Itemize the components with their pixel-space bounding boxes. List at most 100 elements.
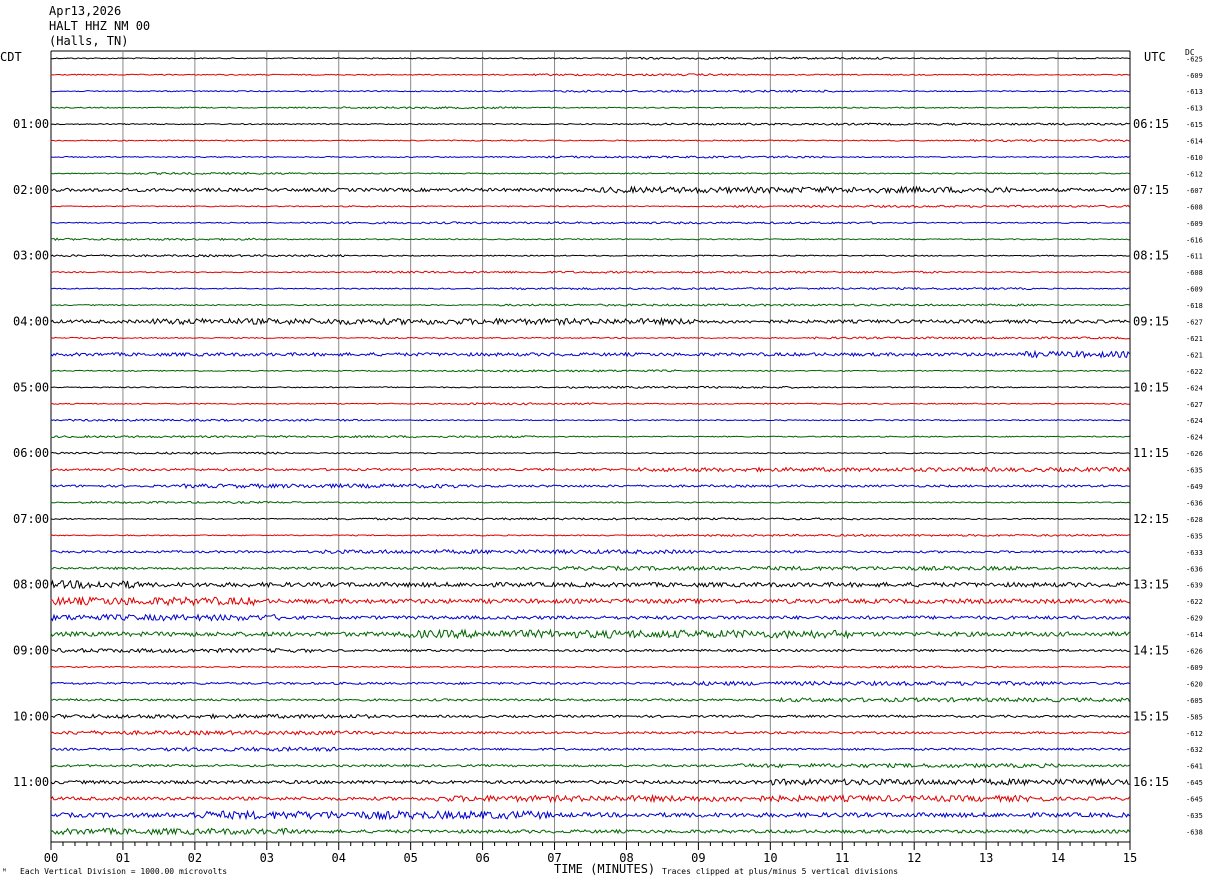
dc-offset-label: -622: [1186, 598, 1203, 606]
x-tick-label: 05: [403, 851, 417, 865]
seismic-trace: [50, 155, 1130, 159]
seismic-trace: [50, 713, 1130, 720]
seismic-trace: [50, 579, 1130, 590]
dc-offset-label: -613: [1186, 105, 1203, 113]
dc-offset-label: -612: [1186, 170, 1203, 178]
x-tick-label: 00: [44, 851, 58, 865]
left-hour-label: 05:00: [13, 380, 49, 394]
seismic-trace: [50, 517, 1130, 521]
seismic-trace: [50, 369, 1130, 373]
x-tick-label: 15: [1123, 851, 1137, 865]
dc-offset-label: -621: [1186, 335, 1203, 343]
dc-offset-label: -585: [1186, 713, 1203, 721]
seismic-trace: [50, 349, 1130, 359]
dc-offset-label: -620: [1186, 680, 1203, 688]
dc-offset-label: -626: [1186, 450, 1203, 458]
seismic-trace: [50, 270, 1130, 274]
dc-label: DC: [1185, 48, 1195, 57]
seismic-trace: [50, 138, 1130, 143]
dc-offset-label: -627: [1186, 401, 1203, 409]
seismic-trace: [50, 185, 1130, 195]
x-tick-label: 06: [475, 851, 489, 865]
seismic-trace: [50, 204, 1130, 209]
x-tick-label: 07: [547, 851, 561, 865]
seismic-trace: [50, 336, 1130, 340]
dc-offset-label: -616: [1186, 236, 1203, 244]
x-tick-label: 09: [691, 851, 705, 865]
dc-offset-label: -626: [1186, 648, 1203, 656]
left-hour-label: 04:00: [13, 315, 49, 329]
dc-offset-label: -611: [1186, 253, 1203, 261]
dc-offset-label: -625: [1186, 55, 1203, 63]
seismic-trace: [50, 254, 1130, 258]
dc-offset-label: -608: [1186, 203, 1203, 211]
dc-offset-label: -624: [1186, 417, 1203, 425]
left-hour-label: 06:00: [13, 446, 49, 460]
seismic-trace: [50, 827, 1130, 836]
seismic-trace: [50, 777, 1130, 787]
dc-offset-label: -649: [1186, 483, 1203, 491]
x-tick-label: 03: [260, 851, 274, 865]
seismic-trace: [50, 548, 1130, 555]
dc-offset-label: -639: [1186, 582, 1203, 590]
seismic-trace: [50, 613, 1130, 622]
right-hour-label: 15:15: [1133, 709, 1169, 723]
right-hour-label: 16:15: [1133, 775, 1169, 789]
right-hour-label: 06:15: [1133, 117, 1169, 131]
x-tick-label: 14: [1051, 851, 1065, 865]
left-hour-label: 03:00: [13, 249, 49, 263]
right-timezone-label: UTC: [1144, 50, 1166, 64]
dc-offset-label: -633: [1186, 549, 1203, 557]
dc-offset-label: -614: [1186, 631, 1203, 639]
x-tick-label: 02: [188, 851, 202, 865]
dc-offset-label: -635: [1186, 532, 1203, 540]
clip-note: Traces clipped at plus/minus 5 vertical …: [662, 867, 899, 876]
left-hour-label: 01:00: [13, 117, 49, 131]
dc-offset-label: -636: [1186, 499, 1203, 507]
header-date: Apr13,2026: [49, 4, 122, 18]
seismic-trace: [50, 809, 1130, 821]
seismic-trace: [50, 680, 1130, 687]
dc-offset-label: -613: [1186, 88, 1203, 96]
seismic-trace: [50, 500, 1130, 505]
seismic-trace: [50, 171, 1130, 176]
seismic-trace: [50, 565, 1130, 572]
dc-offset-label: -608: [1186, 269, 1203, 277]
right-hour-label: 13:15: [1133, 578, 1169, 592]
dc-offset-label: -622: [1186, 368, 1203, 376]
right-hour-label: 10:15: [1133, 380, 1169, 394]
left-hour-label: 10:00: [13, 709, 49, 723]
left-timezone-label: CDT: [0, 50, 22, 64]
dc-offset-label: -621: [1186, 351, 1203, 359]
dc-offset-label: -624: [1186, 434, 1203, 442]
seismic-trace: [50, 595, 1130, 607]
dc-offset-label: -627: [1186, 319, 1203, 327]
seismic-trace: [50, 729, 1130, 736]
seismic-trace: [50, 286, 1130, 291]
left-hour-label: 11:00: [13, 775, 49, 789]
left-hour-label: 02:00: [13, 183, 49, 197]
right-hour-label: 08:15: [1133, 249, 1169, 263]
right-hour-label: 12:15: [1133, 512, 1169, 526]
dc-offset-label: -628: [1186, 516, 1203, 524]
seismic-trace: [50, 434, 1130, 439]
seismic-trace: [50, 482, 1130, 490]
dc-offset-label: -641: [1186, 763, 1203, 771]
dc-offset-label: -610: [1186, 154, 1203, 162]
seismic-trace: [50, 303, 1130, 307]
dc-offset-label: -638: [1186, 828, 1203, 836]
left-hour-label: 07:00: [13, 512, 49, 526]
x-tick-label: 13: [979, 851, 993, 865]
dc-offset-label: -605: [1186, 697, 1203, 705]
seismic-trace: [50, 122, 1130, 126]
dc-offset-label: -609: [1186, 220, 1203, 228]
dc-offset-label: -614: [1186, 138, 1203, 146]
header-location: (Halls, TN): [49, 34, 129, 48]
seismic-trace: [50, 466, 1130, 473]
seismic-trace: [50, 762, 1130, 769]
dc-offset-label: -636: [1186, 565, 1203, 573]
seismic-trace: [50, 402, 1130, 406]
seismic-trace: [50, 73, 1130, 77]
seismic-trace: [50, 105, 1130, 110]
